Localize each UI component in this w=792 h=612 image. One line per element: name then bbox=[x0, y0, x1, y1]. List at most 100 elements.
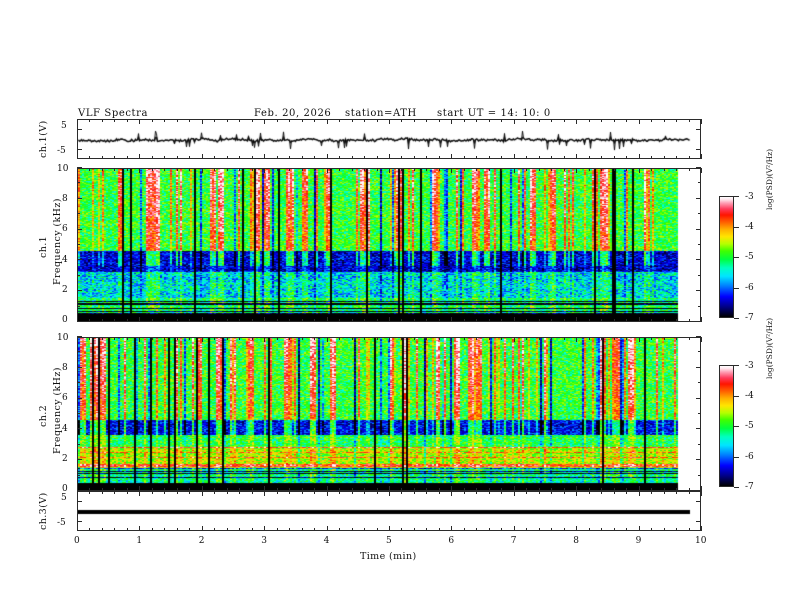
tick-mark bbox=[626, 168, 627, 171]
tick-mark bbox=[89, 491, 90, 494]
tick-mark bbox=[177, 337, 178, 340]
tick-mark bbox=[639, 337, 640, 342]
tick-mark bbox=[202, 486, 203, 491]
tick-mark bbox=[177, 168, 178, 171]
tick-mark bbox=[614, 488, 615, 491]
tick-mark bbox=[589, 168, 590, 171]
tick-mark bbox=[189, 119, 190, 122]
tick-mark bbox=[551, 156, 552, 159]
tick-mark bbox=[252, 528, 253, 531]
tick-mark bbox=[589, 528, 590, 531]
tick-mark bbox=[514, 491, 515, 496]
tick-mark bbox=[589, 491, 590, 494]
tick-mark bbox=[239, 491, 240, 494]
tick-mark bbox=[489, 156, 490, 159]
tick-mark bbox=[77, 526, 78, 531]
tick-mark bbox=[77, 229, 82, 230]
tick-mark bbox=[689, 491, 690, 494]
tick-mark bbox=[401, 488, 402, 491]
tick-mark bbox=[526, 337, 527, 340]
ch1-ftick-8: 8 bbox=[62, 194, 68, 204]
ch2-spectrogram-image bbox=[78, 338, 692, 490]
tick-mark bbox=[77, 129, 82, 130]
tick-mark bbox=[377, 168, 378, 171]
tick-mark bbox=[476, 119, 477, 122]
tick-mark bbox=[89, 528, 90, 531]
tick-mark bbox=[314, 156, 315, 159]
tick-mark bbox=[696, 290, 701, 291]
tick-mark bbox=[551, 528, 552, 531]
tick-mark bbox=[698, 213, 701, 214]
tick-mark bbox=[526, 319, 527, 322]
tick-mark bbox=[589, 337, 590, 340]
tick-mark bbox=[77, 351, 80, 352]
tick-mark bbox=[426, 168, 427, 171]
tick-mark bbox=[77, 259, 82, 260]
tick-mark bbox=[227, 488, 228, 491]
ch3-waveform-trace bbox=[78, 492, 700, 530]
tick-mark bbox=[676, 337, 677, 340]
tick-mark bbox=[676, 528, 677, 531]
tick-mark bbox=[77, 290, 82, 291]
tick-mark bbox=[77, 119, 78, 124]
tick-mark bbox=[689, 488, 690, 491]
tick-mark bbox=[698, 182, 701, 183]
tick-mark bbox=[264, 154, 265, 159]
colorbar-tick bbox=[734, 196, 739, 197]
x-axis-label: Time (min) bbox=[360, 551, 417, 562]
cbar1-tick-neg3: -3 bbox=[745, 192, 754, 202]
tick-mark bbox=[698, 306, 701, 307]
tick-mark bbox=[696, 259, 701, 260]
tick-mark bbox=[439, 488, 440, 491]
tick-mark bbox=[464, 528, 465, 531]
tick-mark bbox=[451, 491, 452, 496]
tick-mark bbox=[214, 528, 215, 531]
x-tick-label: 8 bbox=[573, 536, 579, 546]
tick-mark bbox=[139, 317, 140, 322]
tick-mark bbox=[364, 319, 365, 322]
tick-mark bbox=[139, 491, 140, 496]
colorbar-tick bbox=[734, 257, 739, 258]
tick-mark bbox=[639, 119, 640, 124]
cbar2-tick-neg5: -5 bbox=[745, 421, 754, 431]
tick-mark bbox=[696, 398, 701, 399]
tick-mark bbox=[701, 526, 702, 531]
x-tick-label: 10 bbox=[695, 536, 707, 546]
tick-mark bbox=[698, 382, 701, 383]
tick-mark bbox=[202, 119, 203, 124]
tick-mark bbox=[127, 156, 128, 159]
tick-mark bbox=[102, 488, 103, 491]
tick-mark bbox=[401, 119, 402, 122]
tick-mark bbox=[77, 367, 82, 368]
tick-mark bbox=[564, 528, 565, 531]
tick-mark bbox=[664, 528, 665, 531]
tick-mark bbox=[698, 275, 701, 276]
tick-mark bbox=[451, 168, 452, 173]
cbar2-tick-neg7: -7 bbox=[745, 482, 754, 492]
ch1-spectrogram-panel bbox=[77, 168, 701, 322]
tick-mark bbox=[302, 337, 303, 340]
tick-mark bbox=[489, 491, 490, 494]
tick-mark bbox=[651, 168, 652, 171]
tick-mark bbox=[698, 351, 701, 352]
tick-mark bbox=[539, 319, 540, 322]
tick-mark bbox=[77, 444, 80, 445]
tick-mark bbox=[139, 154, 140, 159]
tick-mark bbox=[701, 486, 702, 491]
tick-mark bbox=[227, 168, 228, 171]
tick-mark bbox=[489, 119, 490, 122]
tick-mark bbox=[664, 119, 665, 122]
tick-mark bbox=[601, 156, 602, 159]
tick-mark bbox=[302, 491, 303, 494]
tick-mark bbox=[102, 156, 103, 159]
tick-mark bbox=[314, 168, 315, 171]
tick-mark bbox=[451, 317, 452, 322]
tick-mark bbox=[426, 528, 427, 531]
tick-mark bbox=[564, 119, 565, 122]
tick-mark bbox=[127, 168, 128, 171]
tick-mark bbox=[127, 528, 128, 531]
tick-mark bbox=[214, 491, 215, 494]
tick-mark bbox=[576, 491, 577, 496]
tick-mark bbox=[364, 168, 365, 171]
tick-mark bbox=[314, 319, 315, 322]
